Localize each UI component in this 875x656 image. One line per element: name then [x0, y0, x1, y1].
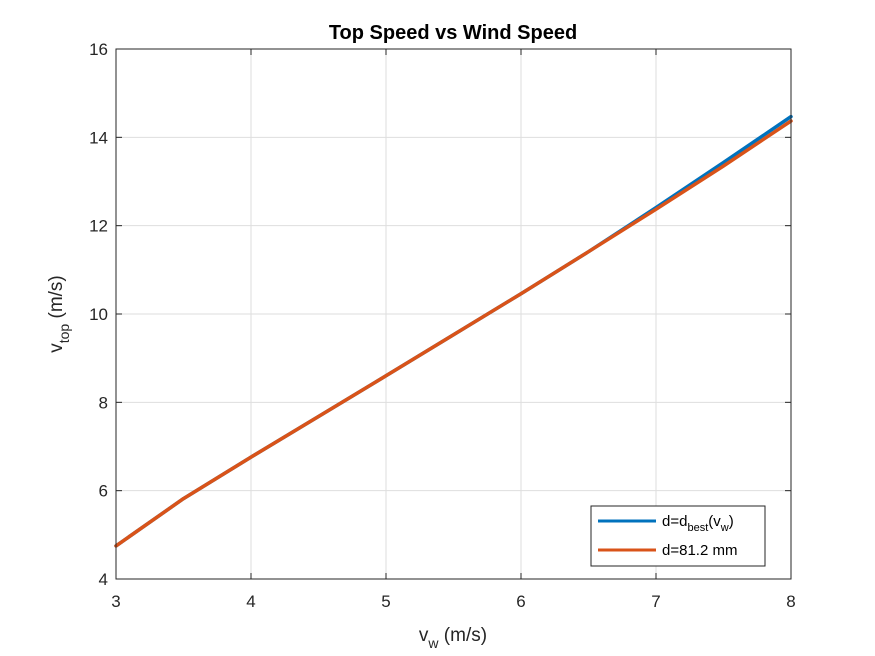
- x-axis-label-sub: w: [427, 635, 439, 651]
- chart-title: Top Speed vs Wind Speed: [329, 22, 577, 44]
- y-tick-label: 12: [89, 217, 108, 236]
- x-tick-label: 8: [786, 592, 795, 611]
- y-tick-label: 14: [89, 128, 108, 147]
- legend-box: [590, 505, 766, 567]
- y-axis-label-base: v: [46, 343, 67, 353]
- x-axis-label-unit: (m/s): [439, 625, 488, 646]
- legend: d=dbest(vw) d=81.2 mm: [590, 505, 766, 567]
- legend-label-series-2: d=81.2 mm: [662, 542, 737, 559]
- legend-label-series-1: d=dbest(vw): [662, 513, 734, 534]
- y-axis-label-sub: top: [56, 324, 72, 344]
- y-axis-label-unit: (m/s): [46, 275, 67, 324]
- x-tick-label: 3: [111, 592, 120, 611]
- y-tick-label: 16: [89, 40, 108, 59]
- series-lines: [114, 114, 793, 548]
- x-tick-label: 5: [381, 592, 390, 611]
- y-tick-label: 6: [99, 482, 108, 501]
- x-tick-label: 7: [651, 592, 660, 611]
- y-tick-label: 8: [99, 393, 108, 412]
- series-line-2: [114, 119, 793, 548]
- ticks: [115, 48, 792, 580]
- x-axis-label-base: v: [419, 625, 429, 646]
- y-tick-label: 4: [99, 570, 108, 589]
- y-tick-label: 10: [89, 305, 108, 324]
- y-axis-label: vtop (m/s): [46, 275, 72, 353]
- x-axis-label: vw (m/s): [419, 625, 487, 651]
- x-tick-label: 4: [246, 592, 255, 611]
- x-tick-label: 6: [516, 592, 525, 611]
